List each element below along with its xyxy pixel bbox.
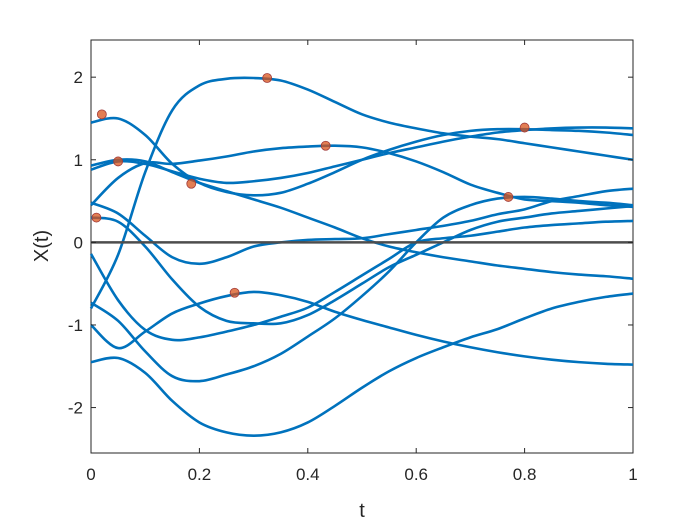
y-tick-label-3: 1: [74, 151, 83, 170]
x-axis-label: t: [359, 500, 365, 522]
data-marker-6: [262, 73, 273, 83]
series-line-4: [89, 219, 634, 342]
x-tick-label-1: 0.2: [188, 465, 212, 484]
y-tick-label-2: 0: [74, 233, 83, 252]
x-tick-label-3: 0.6: [404, 465, 428, 484]
plot-frame: [90, 39, 634, 454]
data-marker-9: [519, 122, 530, 133]
series-line-11: [90, 126, 634, 185]
x-tick-label-0: 0: [86, 465, 95, 484]
series-line-10: [90, 292, 634, 437]
x-tick-label-5: 1: [628, 465, 637, 484]
data-marker-8: [503, 192, 514, 202]
data-marker-7: [320, 140, 331, 151]
data-marker-1: [91, 212, 102, 223]
data-marker-2: [96, 109, 107, 120]
series-line-7: [89, 76, 634, 310]
series-line-3: [90, 204, 634, 326]
series-line-6: [90, 158, 634, 281]
marker-layer: [91, 73, 530, 298]
series-layer: [89, 76, 634, 437]
series-line-8: [90, 144, 634, 209]
y-tick-label-0: -2: [68, 399, 83, 418]
y-tick-label-4: 2: [74, 68, 83, 87]
x-tick-label-2: 0.4: [296, 465, 320, 484]
tick-layer: 0 0.2 0.4 0.6 0.8 1 -2 -1 0 1 2: [68, 40, 638, 484]
data-marker-3: [113, 156, 123, 167]
y-axis-label: X(t): [31, 230, 53, 262]
data-marker-5: [229, 287, 240, 298]
series-line-9: [90, 290, 634, 366]
plot-background: [91, 40, 633, 453]
series-line-5: [90, 195, 634, 383]
data-marker-4: [186, 178, 197, 189]
x-tick-label-4: 0.8: [513, 465, 537, 484]
y-tick-label-1: -1: [68, 316, 83, 335]
